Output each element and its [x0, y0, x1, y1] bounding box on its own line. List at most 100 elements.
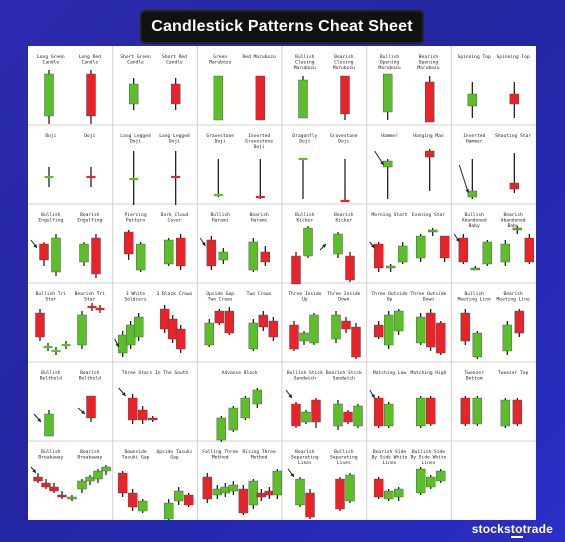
trend-arrowhead — [121, 392, 126, 396]
candle-body — [77, 480, 87, 490]
candle-body — [467, 93, 478, 107]
candle-body — [415, 316, 426, 344]
pattern-label: Bullish Engulfing — [38, 212, 63, 223]
pattern-label: Inverted Hammer — [463, 133, 485, 144]
candle-body — [353, 405, 363, 427]
candle-body — [509, 93, 520, 105]
pattern-label: Green Marubozu — [209, 54, 231, 65]
candle-body — [311, 399, 321, 423]
brand-suffix: trade — [522, 522, 553, 536]
candle-body — [340, 75, 350, 115]
candle-body — [93, 470, 103, 480]
pattern-label: Bullish Harami — [211, 212, 231, 223]
candle-body — [67, 496, 77, 500]
candle-body — [425, 476, 436, 488]
trend-arrowhead — [201, 242, 206, 246]
trend-arrowhead — [371, 394, 375, 398]
pattern-label: Bearish Side By Side White Lines — [372, 449, 408, 466]
trend-arrow — [458, 164, 469, 194]
candle-body — [39, 243, 49, 261]
candle-body — [57, 494, 67, 498]
candle-body — [255, 75, 266, 121]
candle-body — [135, 243, 146, 271]
candle-body — [238, 488, 249, 514]
candle-body — [385, 265, 396, 269]
candle-body — [258, 314, 269, 328]
candle-body — [500, 399, 511, 427]
candle-body — [216, 417, 227, 441]
trend-arrowhead — [465, 189, 470, 193]
pattern-label: Bearish Abandoned Baby — [501, 212, 526, 229]
candle-body — [204, 322, 215, 346]
candle-body — [33, 476, 43, 482]
candle-body — [147, 417, 158, 421]
candle-body — [91, 237, 101, 275]
pattern-label: 3 White Soldiers — [124, 291, 146, 302]
candle-body — [373, 397, 384, 427]
candle-body — [295, 478, 305, 506]
candle-body — [35, 312, 45, 338]
trend-arrowhead — [32, 469, 36, 473]
candle-body — [117, 334, 128, 354]
brand-accent: to — [510, 522, 523, 538]
candle-body — [163, 502, 174, 520]
pattern-label: Three Stars In The South — [122, 370, 189, 376]
trend-arrowhead — [455, 238, 460, 242]
pattern-label: Doji — [84, 133, 95, 139]
brand-logo: stockstotrade — [471, 522, 553, 538]
pattern-label: Long Green Candle — [37, 54, 65, 65]
candle-body — [424, 150, 435, 158]
pattern-label: Long Legged Doji — [120, 133, 151, 144]
pattern-label: Piercing Pattern — [124, 212, 146, 223]
pattern-label: Bearish Engulfing — [77, 212, 102, 223]
candle-body — [101, 466, 111, 472]
candle-body — [458, 237, 469, 263]
candle-body — [212, 488, 223, 496]
candle-body — [264, 490, 275, 496]
candle-body — [482, 241, 493, 265]
candle-body — [123, 231, 134, 255]
candle-body — [512, 227, 523, 231]
pattern-label: Matching Low — [373, 370, 406, 376]
pattern-label: Spinning Top — [497, 54, 530, 60]
trend-arrowhead — [115, 343, 119, 347]
pattern-label: Rising Three Method — [243, 449, 276, 460]
candle-body — [175, 328, 186, 350]
candle-body — [202, 476, 213, 500]
candle-body — [214, 310, 225, 324]
pattern-label: Spinning Top — [458, 54, 491, 60]
candle-body — [345, 474, 355, 502]
trend-arrowhead — [290, 473, 294, 477]
candle-body — [173, 490, 184, 502]
candle-body — [305, 492, 315, 518]
page-title: Candlestick Patterns Cheat Sheet — [142, 12, 422, 42]
candle-body — [248, 480, 259, 506]
candle-body — [44, 413, 54, 437]
candle-body — [127, 492, 138, 508]
candle-body — [175, 237, 186, 267]
candle-body — [393, 310, 404, 332]
pattern-label: Falling Three Method — [202, 449, 238, 460]
candle-body — [252, 389, 263, 405]
candle-body — [427, 229, 438, 233]
candle-body — [415, 235, 426, 259]
trend-arrowhead — [322, 244, 326, 248]
pattern-label: Bullish Separating Lines — [330, 449, 358, 466]
candle-body — [125, 324, 136, 346]
brand-text: stocks — [471, 522, 511, 536]
candle-body — [382, 73, 393, 113]
candle-body — [51, 237, 61, 273]
candle-body — [133, 316, 144, 338]
pattern-label: Three Outside Down — [410, 291, 446, 302]
pattern-label: Bullish Opening Marubozu — [378, 54, 400, 71]
candle-body — [248, 322, 259, 350]
candle-body — [256, 492, 267, 498]
trend-arrowhead — [81, 410, 85, 414]
pattern-label: Bearish Separating Lines — [291, 449, 319, 466]
candle-body — [500, 243, 511, 263]
candle-body — [435, 470, 446, 482]
candle-body — [343, 411, 353, 423]
candle-body — [502, 324, 513, 352]
pattern-label: 3 Black Crows — [156, 291, 192, 297]
candle-body — [228, 407, 239, 431]
